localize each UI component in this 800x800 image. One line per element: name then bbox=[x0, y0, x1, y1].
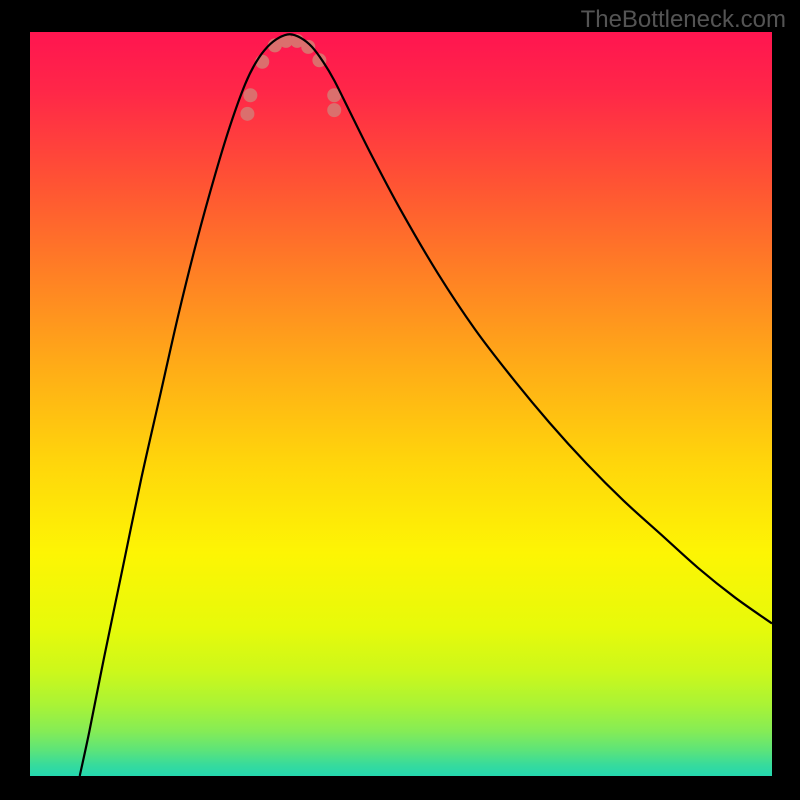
chart-svg bbox=[30, 32, 772, 776]
watermark-text: TheBottleneck.com bbox=[581, 6, 786, 34]
chart-background bbox=[30, 32, 772, 776]
chart-plot-area bbox=[30, 32, 772, 776]
